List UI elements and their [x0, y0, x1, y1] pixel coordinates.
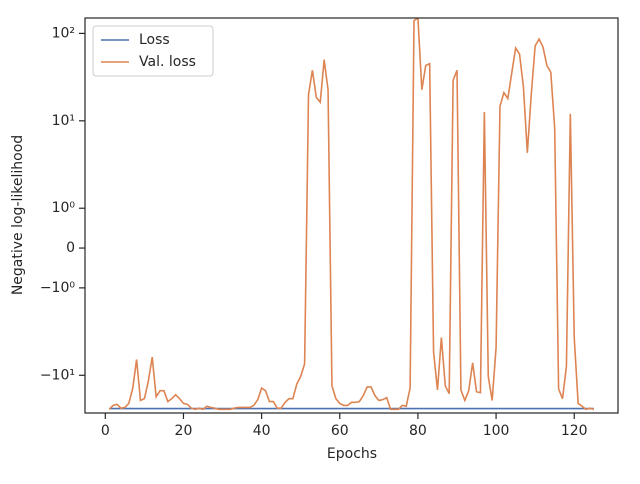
plot-frame	[84, 17, 619, 414]
legend-box	[92, 25, 214, 77]
x-tick-label: 40	[253, 423, 271, 439]
x-tick-label: 60	[331, 423, 349, 439]
y-tick-label: 10²	[52, 25, 75, 41]
y-tick-label: 0	[66, 240, 75, 256]
y-tick-label: 10¹	[52, 113, 75, 129]
x-axis-label: Epochs	[327, 446, 377, 462]
legend-label: Val. loss	[139, 54, 196, 70]
legend-label: Loss	[139, 32, 170, 48]
x-tick-label: 120	[561, 423, 588, 439]
x-tick-label: 20	[175, 423, 193, 439]
x-tick-label: 80	[409, 423, 427, 439]
y-tick-label: 10⁰	[52, 200, 76, 216]
y-axis-label: Negative log-likelihood	[10, 135, 26, 295]
y-tick-label: −10¹	[40, 367, 75, 383]
x-tick-label: 100	[483, 423, 510, 439]
series-line	[108, 18, 594, 411]
x-tick-label: 0	[101, 423, 110, 439]
y-tick-label: −10⁰	[40, 280, 76, 296]
